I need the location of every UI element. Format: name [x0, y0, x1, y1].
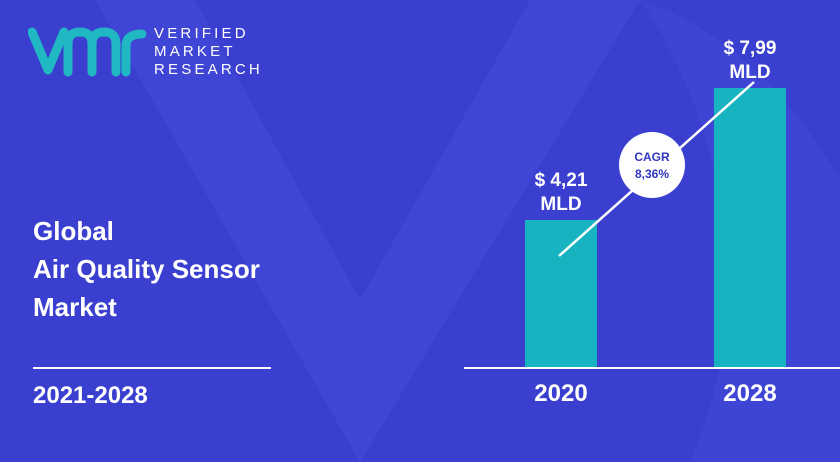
report-title: Global Air Quality Sensor Market: [33, 212, 260, 326]
value-label-2028: $ 7,99: [724, 38, 777, 59]
category-label-2028: 2028: [723, 380, 776, 407]
bar-2028: [714, 88, 786, 367]
title-divider: [33, 367, 271, 369]
forecast-period: 2021-2028: [33, 382, 148, 409]
title-line-3: Market: [33, 292, 117, 322]
vmr-logo-icon: [28, 27, 147, 77]
brand-line-1: VERIFIED: [154, 25, 249, 42]
background-v-shape: [95, 0, 640, 462]
cagr-badge: [619, 132, 685, 198]
brand-logo: VERIFIED MARKET RESEARCH: [28, 24, 263, 80]
market-bar-chart: $ 4,21 MLD 2020 $ 7,99 MLD 2028 CAGR 8,36%: [464, 38, 840, 407]
category-label-2020: 2020: [534, 380, 587, 407]
cagr-value: 8,36%: [635, 167, 669, 181]
brand-line-3: RESEARCH: [154, 61, 263, 78]
title-line-2: Air Quality Sensor: [33, 254, 260, 284]
title-line-1: Global: [33, 216, 114, 246]
value-unit-2028: MLD: [729, 62, 770, 83]
cagr-label: CAGR: [634, 150, 670, 164]
value-label-2020: $ 4,21: [535, 170, 588, 191]
bar-2020: [525, 219, 597, 367]
brand-name: VERIFIED MARKET RESEARCH: [154, 25, 263, 79]
value-unit-2020: MLD: [540, 194, 581, 215]
brand-line-2: MARKET: [154, 43, 236, 60]
